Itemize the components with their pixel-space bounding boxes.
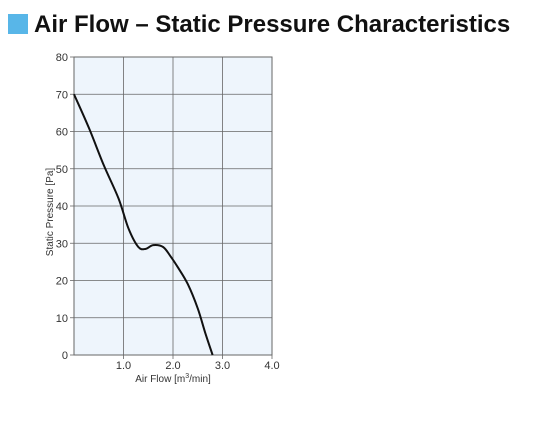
y-tick-label: 30 [56,238,68,250]
grid-lines [74,57,272,355]
x-tick-label: 4.0 [264,360,279,372]
series-layer [73,93,214,356]
y-tick-label: 10 [56,313,68,325]
x-tick-label: 2.0 [165,360,180,372]
x-axis-label: Air Flow [m3/min] [135,373,211,385]
y-tick-label: 40 [56,201,68,213]
page-title: Air Flow – Static Pressure Characteristi… [34,11,511,38]
y-tick-label: 80 [56,52,68,64]
header-accent-square [8,14,28,34]
x-tick-label: 1.0 [116,360,131,372]
series-line [73,93,214,356]
axis-ticks: 0 10 20 30 40 50 60 70 80 1.0 2.0 3.0 4.0 [56,52,280,372]
y-axis-label: Static Pressure [Pa] [45,168,56,257]
y-tick-label: 20 [56,276,68,288]
y-tick-label: 60 [56,127,68,139]
section-header: Air Flow – Static Pressure Characteristi… [8,10,550,40]
x-tick-label: 3.0 [215,360,230,372]
y-tick-label: 0 [62,350,68,362]
y-tick-label: 70 [56,89,68,101]
y-tick-label: 50 [56,164,68,176]
